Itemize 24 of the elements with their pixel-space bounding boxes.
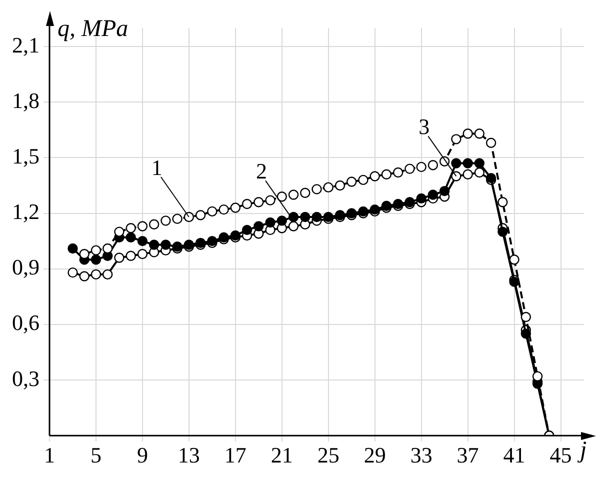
y-axis-title: q, MPa — [58, 16, 128, 42]
annotation: 3 — [418, 114, 430, 140]
x-tick-label: 45 — [550, 442, 572, 468]
annotation: 1 — [151, 154, 162, 180]
x-tick-label: 25 — [317, 442, 340, 468]
x-tick-label: 13 — [178, 442, 200, 468]
x-tick-label: 41 — [503, 442, 526, 468]
y-tick-label: 0,3 — [12, 366, 40, 391]
y-tick-label: 0,9 — [12, 254, 40, 280]
x-tick-label: 5 — [90, 442, 102, 468]
x-tick-label: 33 — [410, 442, 432, 468]
y-tick-label: 2,1 — [12, 32, 40, 58]
x-tick-label: 29 — [364, 442, 386, 468]
x-tick-label: 37 — [456, 442, 479, 468]
annotation: 2 — [256, 158, 268, 184]
y-tick-label: 1,2 — [12, 199, 40, 224]
x-tick-label: 17 — [224, 442, 246, 468]
y-tick-label: 1,8 — [12, 88, 40, 113]
y-tick-label: 1,5 — [12, 143, 40, 168]
x-tick-label: 1 — [44, 442, 55, 468]
x-tick-label: 21 — [270, 442, 293, 468]
x-tick-label: 9 — [136, 442, 148, 468]
y-tick-label: 0,6 — [12, 310, 40, 336]
x-axis-title: j — [577, 438, 587, 464]
